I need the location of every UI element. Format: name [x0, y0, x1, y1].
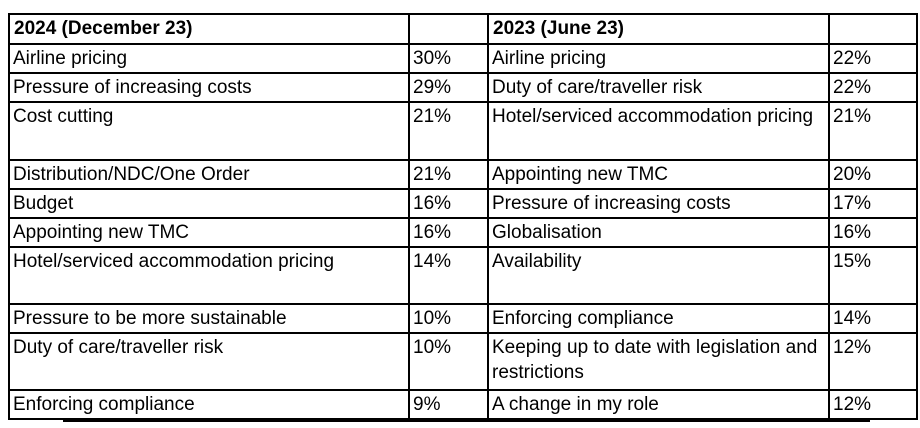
topic-cell-2024: Budget: [8, 188, 410, 219]
topic-text: Hotel/serviced accommodation pricing: [492, 106, 814, 127]
table-row: Appointing new TMC 16% Globalisation 16%: [8, 217, 918, 248]
topic-text: Duty of care/traveller risk: [13, 337, 224, 358]
value-cell-2023: 20%: [828, 159, 918, 190]
table-row: Budget 16% Pressure of increasing costs …: [8, 188, 918, 219]
table-row: Duty of care/traveller risk 10% Keeping …: [8, 332, 918, 391]
header-2024-value-spacer: [408, 13, 489, 45]
value-cell-2024: 29%: [408, 72, 489, 103]
topic-cell-2023: Globalisation: [487, 217, 830, 248]
value-cell-2024: 30%: [408, 43, 489, 74]
table-row: Enforcing compliance 9% A change in my r…: [8, 389, 918, 420]
topic-cell-2024: Cost cutting: [8, 101, 410, 161]
value-cell-2024: 14%: [408, 246, 489, 305]
topic-text: Enforcing compliance: [492, 308, 674, 329]
value-cell-2023: 15%: [828, 246, 918, 305]
topic-cell-2023: Airline pricing: [487, 43, 830, 74]
table-row: Airline pricing 30% Airline pricing 22%: [8, 43, 918, 74]
topic-cell-2024: Distribution/NDC/One Order: [8, 159, 410, 190]
value-cell-2024: 21%: [408, 101, 489, 161]
topic-text: Pressure of increasing costs: [13, 77, 252, 98]
value-cell-2024: 21%: [408, 159, 489, 190]
header-2023-value-spacer: [828, 13, 918, 45]
topic-text: Distribution/NDC/One Order: [13, 164, 250, 185]
topic-text: Availability: [492, 251, 582, 272]
topic-text: Keeping up to date with legislation and …: [492, 337, 818, 383]
topic-cell-2024: Pressure of increasing costs: [8, 72, 410, 103]
topic-text: Budget: [13, 193, 74, 214]
value-cell-2023: 22%: [828, 43, 918, 74]
table-row: Pressure to be more sustainable 10% Enfo…: [8, 303, 918, 334]
header-2024: 2024 (December 23): [8, 13, 410, 45]
topic-text: A change in my role: [492, 394, 659, 415]
topic-text: Cost cutting: [13, 106, 114, 127]
topic-cell-2023: Keeping up to date with legislation and …: [487, 332, 830, 391]
value-cell-2024: 9%: [408, 389, 489, 420]
topic-cell-2023: Availability: [487, 246, 830, 305]
topic-cell-2023: Duty of care/traveller risk: [487, 72, 830, 103]
topic-cell-2024: Pressure to be more sustainable: [8, 303, 410, 334]
table-row: Hotel/serviced accommodation pricing 14%…: [8, 246, 918, 305]
topic-text: Enforcing compliance: [13, 394, 195, 415]
topic-text: Duty of care/traveller risk: [492, 77, 703, 98]
header-row: 2024 (December 23) 2023 (June 23): [8, 13, 918, 45]
table-row: Distribution/NDC/One Order 21% Appointin…: [8, 159, 918, 190]
topic-text: Pressure of increasing costs: [492, 193, 731, 214]
value-cell-2023: 22%: [828, 72, 918, 103]
topic-cell-2023: Hotel/serviced accommodation pricing: [487, 101, 830, 161]
value-cell-2024: 16%: [408, 188, 489, 219]
value-cell-2023: 17%: [828, 188, 918, 219]
value-cell-2023: 16%: [828, 217, 918, 248]
topic-cell-2024: Hotel/serviced accommodation pricing: [8, 246, 410, 305]
topic-cell-2023: Pressure of increasing costs: [487, 188, 830, 219]
bottom-divider-line: [63, 418, 870, 422]
topic-text: Airline pricing: [492, 48, 607, 69]
topic-text: Globalisation: [492, 222, 602, 243]
topic-cell-2024: Appointing new TMC: [8, 217, 410, 248]
value-cell-2023: 14%: [828, 303, 918, 334]
header-2023: 2023 (June 23): [487, 13, 830, 45]
topic-cell-2024: Duty of care/traveller risk: [8, 332, 410, 391]
topic-text: Airline pricing: [13, 48, 128, 69]
topic-text: Pressure to be more sustainable: [13, 308, 287, 329]
topic-cell-2023: Appointing new TMC: [487, 159, 830, 190]
value-cell-2024: 16%: [408, 217, 489, 248]
topic-text: Appointing new TMC: [492, 164, 669, 185]
topic-cell-2023: A change in my role: [487, 389, 830, 420]
value-cell-2023: 21%: [828, 101, 918, 161]
value-cell-2023: 12%: [828, 332, 918, 391]
topic-text: Appointing new TMC: [13, 222, 190, 243]
table-row: Pressure of increasing costs 29% Duty of…: [8, 72, 918, 103]
table-row: Cost cutting 21% Hotel/serviced accommod…: [8, 101, 918, 161]
topic-text: Hotel/serviced accommodation pricing: [13, 251, 335, 272]
comparison-table: 2024 (December 23) 2023 (June 23) Airlin…: [8, 13, 918, 420]
topic-cell-2023: Enforcing compliance: [487, 303, 830, 334]
value-cell-2024: 10%: [408, 303, 489, 334]
value-cell-2023: 12%: [828, 389, 918, 420]
topic-cell-2024: Enforcing compliance: [8, 389, 410, 420]
topic-cell-2024: Airline pricing: [8, 43, 410, 74]
value-cell-2024: 10%: [408, 332, 489, 391]
